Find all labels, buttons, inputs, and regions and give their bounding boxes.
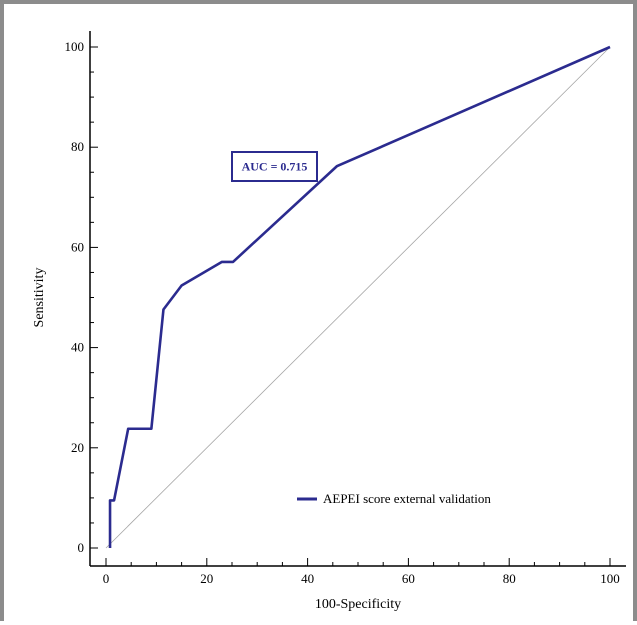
- y-tick-label: 100: [65, 39, 85, 54]
- roc-chart: 0 20 40 60 80 100 0 20 40 60 80 100 100-Specificity S…: [32, 31, 626, 612]
- reference-diagonal-line: [105, 46, 611, 549]
- y-tick-label: 40: [71, 340, 84, 355]
- y-tick-label: 80: [71, 139, 84, 154]
- series-layer: [105, 45, 611, 549]
- x-tick-label: 80: [503, 571, 516, 586]
- auc-annotation-box: [231, 151, 318, 182]
- x-tick-label: 0: [103, 571, 110, 586]
- y-tick-label: 0: [78, 540, 85, 555]
- x-tick-label: 20: [200, 571, 213, 586]
- roc-curve-line: [108, 45, 611, 548]
- legend-label: AEPEI score external validation: [323, 491, 491, 506]
- auc-annotation-label: AUC = 0.715: [242, 160, 308, 174]
- x-axis-title: 100-Specificity: [315, 597, 401, 612]
- legend: AEPEI score external validation: [297, 491, 491, 506]
- x-tick-label: 60: [402, 571, 415, 586]
- y-tick-label: 60: [71, 239, 84, 254]
- x-tick-label: 100: [600, 571, 620, 586]
- axes: 0 20 40 60 80 100 0 20 40 60 80 100 100-Specificity S…: [32, 31, 626, 612]
- x-tick-label: 40: [301, 571, 314, 586]
- annotation-layer: AUC = 0.715: [231, 151, 318, 182]
- y-tick-label: 20: [71, 440, 84, 455]
- y-axis-title: Sensitivity: [32, 268, 47, 328]
